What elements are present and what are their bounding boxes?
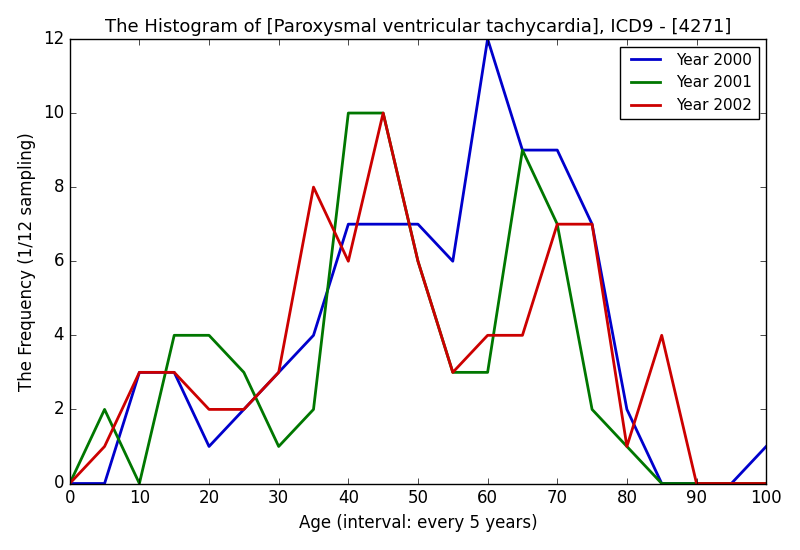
Year 2002	[622, 443, 632, 450]
Year 2000	[378, 221, 388, 228]
Year 2001	[65, 480, 74, 487]
Year 2001	[587, 406, 597, 412]
Year 2000	[518, 147, 527, 153]
Year 2000	[65, 480, 74, 487]
Y-axis label: The Frequency (1/12 sampling): The Frequency (1/12 sampling)	[18, 132, 36, 390]
Year 2001	[204, 332, 214, 339]
Year 2000	[622, 406, 632, 412]
Year 2000	[309, 332, 318, 339]
Year 2001	[553, 221, 562, 228]
Year 2002	[378, 110, 388, 117]
Year 2001	[518, 147, 527, 153]
Year 2000	[762, 443, 771, 450]
Year 2000	[100, 480, 110, 487]
Legend: Year 2000, Year 2001, Year 2002: Year 2000, Year 2001, Year 2002	[620, 47, 758, 119]
Year 2000	[170, 369, 179, 376]
Year 2001	[413, 258, 422, 265]
Year 2002	[170, 369, 179, 376]
Line: Year 2001: Year 2001	[70, 113, 766, 483]
Year 2002	[309, 184, 318, 190]
Year 2002	[448, 369, 458, 376]
Year 2002	[726, 480, 736, 487]
Year 2001	[239, 369, 249, 376]
Year 2002	[762, 480, 771, 487]
Year 2002	[204, 406, 214, 412]
Year 2001	[309, 406, 318, 412]
Year 2000	[343, 221, 353, 228]
Year 2002	[553, 221, 562, 228]
Year 2001	[622, 443, 632, 450]
Year 2002	[65, 480, 74, 487]
Year 2002	[657, 332, 666, 339]
Year 2000	[657, 480, 666, 487]
Year 2001	[134, 480, 144, 487]
Year 2001	[483, 369, 493, 376]
Year 2002	[134, 369, 144, 376]
Year 2002	[692, 480, 702, 487]
Year 2000	[726, 480, 736, 487]
Year 2001	[762, 480, 771, 487]
Line: Year 2000: Year 2000	[70, 39, 766, 483]
Year 2001	[657, 480, 666, 487]
Year 2002	[239, 406, 249, 412]
Year 2002	[483, 332, 493, 339]
Year 2001	[448, 369, 458, 376]
Year 2002	[343, 258, 353, 265]
Year 2001	[343, 110, 353, 117]
Year 2000	[448, 258, 458, 265]
Year 2002	[413, 258, 422, 265]
Year 2001	[170, 332, 179, 339]
Year 2001	[274, 443, 283, 450]
Year 2001	[378, 110, 388, 117]
Year 2001	[100, 406, 110, 412]
Year 2002	[100, 443, 110, 450]
Year 2000	[204, 443, 214, 450]
X-axis label: Age (interval: every 5 years): Age (interval: every 5 years)	[298, 514, 538, 532]
Line: Year 2002: Year 2002	[70, 113, 766, 483]
Year 2000	[134, 369, 144, 376]
Year 2001	[726, 480, 736, 487]
Year 2000	[587, 221, 597, 228]
Title: The Histogram of [Paroxysmal ventricular tachycardia], ICD9 - [4271]: The Histogram of [Paroxysmal ventricular…	[105, 18, 731, 36]
Year 2002	[274, 369, 283, 376]
Year 2000	[413, 221, 422, 228]
Year 2000	[483, 36, 493, 42]
Year 2001	[692, 480, 702, 487]
Year 2000	[553, 147, 562, 153]
Year 2002	[518, 332, 527, 339]
Year 2000	[239, 406, 249, 412]
Year 2002	[587, 221, 597, 228]
Year 2000	[692, 480, 702, 487]
Year 2000	[274, 369, 283, 376]
